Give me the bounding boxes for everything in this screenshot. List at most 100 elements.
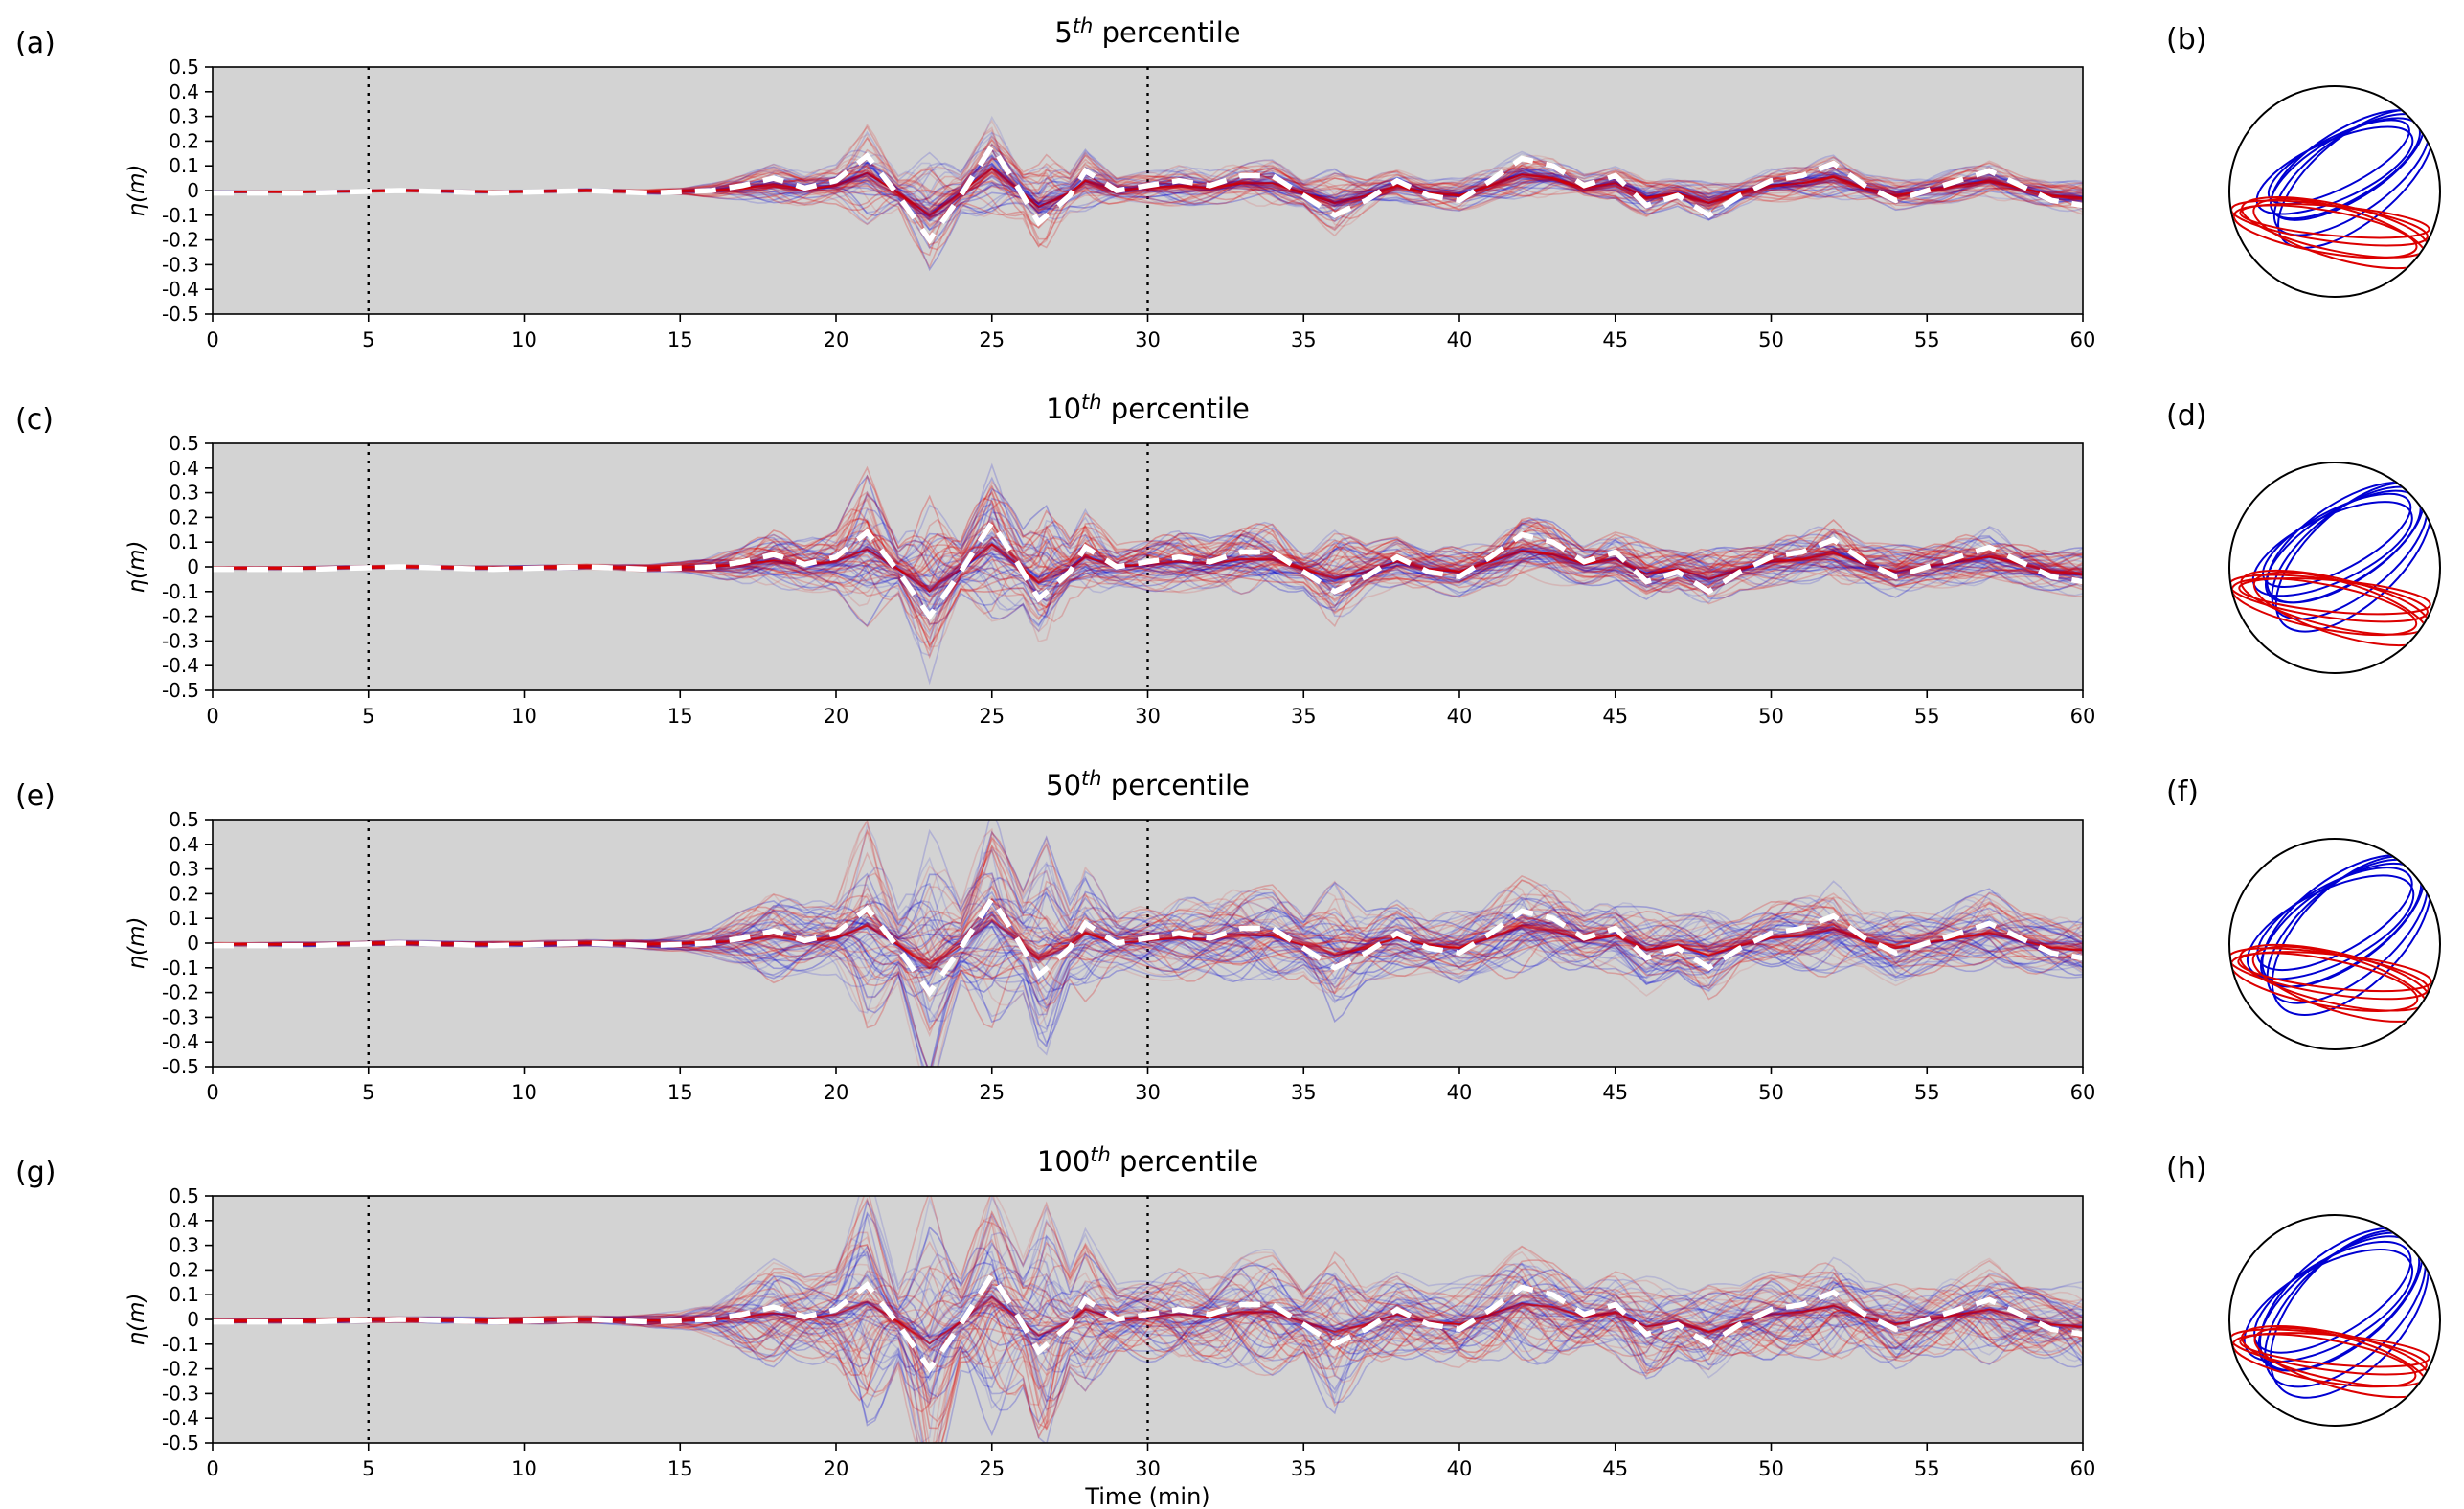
circle-svg-0 <box>2228 85 2441 298</box>
svg-text:45: 45 <box>1602 328 1628 351</box>
svg-text:0.3: 0.3 <box>169 858 199 881</box>
svg-text:100th percentile: 100th percentile <box>1037 1143 1258 1178</box>
svg-text:10th percentile: 10th percentile <box>1046 391 1250 425</box>
svg-text:0.2: 0.2 <box>169 506 199 529</box>
svg-text:-0.4: -0.4 <box>162 654 199 677</box>
svg-text:10: 10 <box>511 1081 537 1104</box>
svg-text:35: 35 <box>1291 1457 1317 1480</box>
svg-text:0: 0 <box>206 328 218 351</box>
svg-text:0.1: 0.1 <box>169 154 199 177</box>
svg-text:50th percentile: 50th percentile <box>1046 767 1250 801</box>
svg-text:-0.1: -0.1 <box>162 204 199 227</box>
svg-text:0.5: 0.5 <box>169 56 199 79</box>
svg-text:-0.5: -0.5 <box>162 1431 199 1454</box>
panel-label-g: (g) <box>15 1156 57 1189</box>
svg-text:η(m): η(m) <box>124 165 149 217</box>
svg-text:50: 50 <box>1758 1081 1784 1104</box>
svg-text:20: 20 <box>824 1081 849 1104</box>
svg-text:60: 60 <box>2070 1457 2096 1480</box>
svg-text:30: 30 <box>1135 1457 1161 1480</box>
row-100th-percentile: (g) 0 5 10 15 20 25 30 35 40 45 50 55 60 0.5 0.4 0.3 0.2… <box>0 1129 2464 1508</box>
svg-text:30: 30 <box>1135 1081 1161 1104</box>
svg-text:55: 55 <box>1914 705 1940 728</box>
svg-text:0.3: 0.3 <box>169 1234 199 1257</box>
svg-text:-0.4: -0.4 <box>162 1030 199 1053</box>
svg-text:20: 20 <box>824 328 849 351</box>
svg-text:15: 15 <box>667 705 693 728</box>
chart-svg-2: 0 5 10 15 20 25 30 35 40 45 50 55 600.50.40.30.20.10… <box>124 767 2096 1104</box>
svg-text:0: 0 <box>206 705 218 728</box>
svg-text:50: 50 <box>1758 328 1784 351</box>
svg-text:35: 35 <box>1291 705 1317 728</box>
svg-text:0.3: 0.3 <box>169 482 199 505</box>
svg-text:-0.4: -0.4 <box>162 278 199 301</box>
svg-text:60: 60 <box>2070 328 2096 351</box>
svg-text:50: 50 <box>1758 705 1784 728</box>
svg-text:0.5: 0.5 <box>169 432 199 455</box>
svg-text:10: 10 <box>511 705 537 728</box>
svg-text:-0.4: -0.4 <box>162 1407 199 1430</box>
svg-text:30: 30 <box>1135 705 1161 728</box>
svg-text:0.2: 0.2 <box>169 882 199 905</box>
chart-svg-1: 0 5 10 15 20 25 30 35 40 45 50 55 600.50.40.30.20.10… <box>124 391 2096 728</box>
svg-text:15: 15 <box>667 328 693 351</box>
svg-text:5: 5 <box>362 1081 374 1104</box>
svg-text:0: 0 <box>206 1457 218 1480</box>
svg-text:25: 25 <box>979 705 1005 728</box>
svg-text:10: 10 <box>511 1457 537 1480</box>
svg-text:5: 5 <box>362 328 374 351</box>
svg-text:45: 45 <box>1602 705 1628 728</box>
svg-text:55: 55 <box>1914 1081 1940 1104</box>
circle-label-h: (h) <box>2166 1152 2207 1185</box>
svg-text:0.5: 0.5 <box>169 1184 199 1207</box>
svg-text:35: 35 <box>1291 1081 1317 1104</box>
svg-text:25: 25 <box>979 1457 1005 1480</box>
svg-text:40: 40 <box>1447 328 1473 351</box>
svg-text:0.4: 0.4 <box>169 833 199 856</box>
panel-label-a: (a) <box>15 27 56 60</box>
svg-text:0.4: 0.4 <box>169 1209 199 1232</box>
svg-text:15: 15 <box>667 1081 693 1104</box>
svg-text:0: 0 <box>187 1308 199 1331</box>
svg-text:10: 10 <box>511 328 537 351</box>
svg-text:60: 60 <box>2070 705 2096 728</box>
svg-text:-0.2: -0.2 <box>162 229 199 252</box>
svg-text:η(m): η(m) <box>124 1294 149 1346</box>
svg-text:5: 5 <box>362 705 374 728</box>
svg-text:25: 25 <box>979 1081 1005 1104</box>
svg-text:-0.2: -0.2 <box>162 1358 199 1381</box>
svg-text:0: 0 <box>187 179 199 202</box>
svg-text:-0.2: -0.2 <box>162 605 199 628</box>
svg-text:-0.5: -0.5 <box>162 1055 199 1078</box>
svg-text:35: 35 <box>1291 328 1317 351</box>
svg-text:0.3: 0.3 <box>169 105 199 128</box>
svg-text:40: 40 <box>1447 1457 1473 1480</box>
svg-text:0.4: 0.4 <box>169 80 199 103</box>
svg-text:0.4: 0.4 <box>169 457 199 480</box>
panel-label-e: (e) <box>15 779 56 813</box>
circle-label-f: (f) <box>2166 776 2199 809</box>
svg-text:Time (min): Time (min) <box>1084 1483 1209 1508</box>
svg-text:-0.3: -0.3 <box>162 1005 199 1028</box>
circle-label-b: (b) <box>2166 23 2207 56</box>
circle-svg-3 <box>2228 1214 2441 1427</box>
svg-text:0.1: 0.1 <box>169 530 199 553</box>
svg-text:20: 20 <box>824 705 849 728</box>
svg-text:0.1: 0.1 <box>169 907 199 930</box>
svg-text:0: 0 <box>206 1081 218 1104</box>
svg-text:25: 25 <box>979 328 1005 351</box>
svg-text:0: 0 <box>187 555 199 578</box>
svg-text:-0.2: -0.2 <box>162 981 199 1004</box>
svg-text:45: 45 <box>1602 1457 1628 1480</box>
svg-text:0.2: 0.2 <box>169 1258 199 1281</box>
circle-svg-1 <box>2228 462 2441 674</box>
svg-text:30: 30 <box>1135 328 1161 351</box>
svg-text:-0.3: -0.3 <box>162 629 199 652</box>
svg-text:60: 60 <box>2070 1081 2096 1104</box>
chart-svg-0: 0 5 10 15 20 25 30 35 40 45 50 55 600.50.40.30.20.10… <box>124 14 2096 351</box>
svg-text:0.5: 0.5 <box>169 808 199 831</box>
svg-text:-0.5: -0.5 <box>162 679 199 702</box>
row-10th-percentile: (c) 0 5 10 15 20 25 30 35 40 45 50 55 60 0.5 0.4 0.3 0.2… <box>0 376 2464 755</box>
svg-text:45: 45 <box>1602 1081 1628 1104</box>
svg-text:5: 5 <box>362 1457 374 1480</box>
